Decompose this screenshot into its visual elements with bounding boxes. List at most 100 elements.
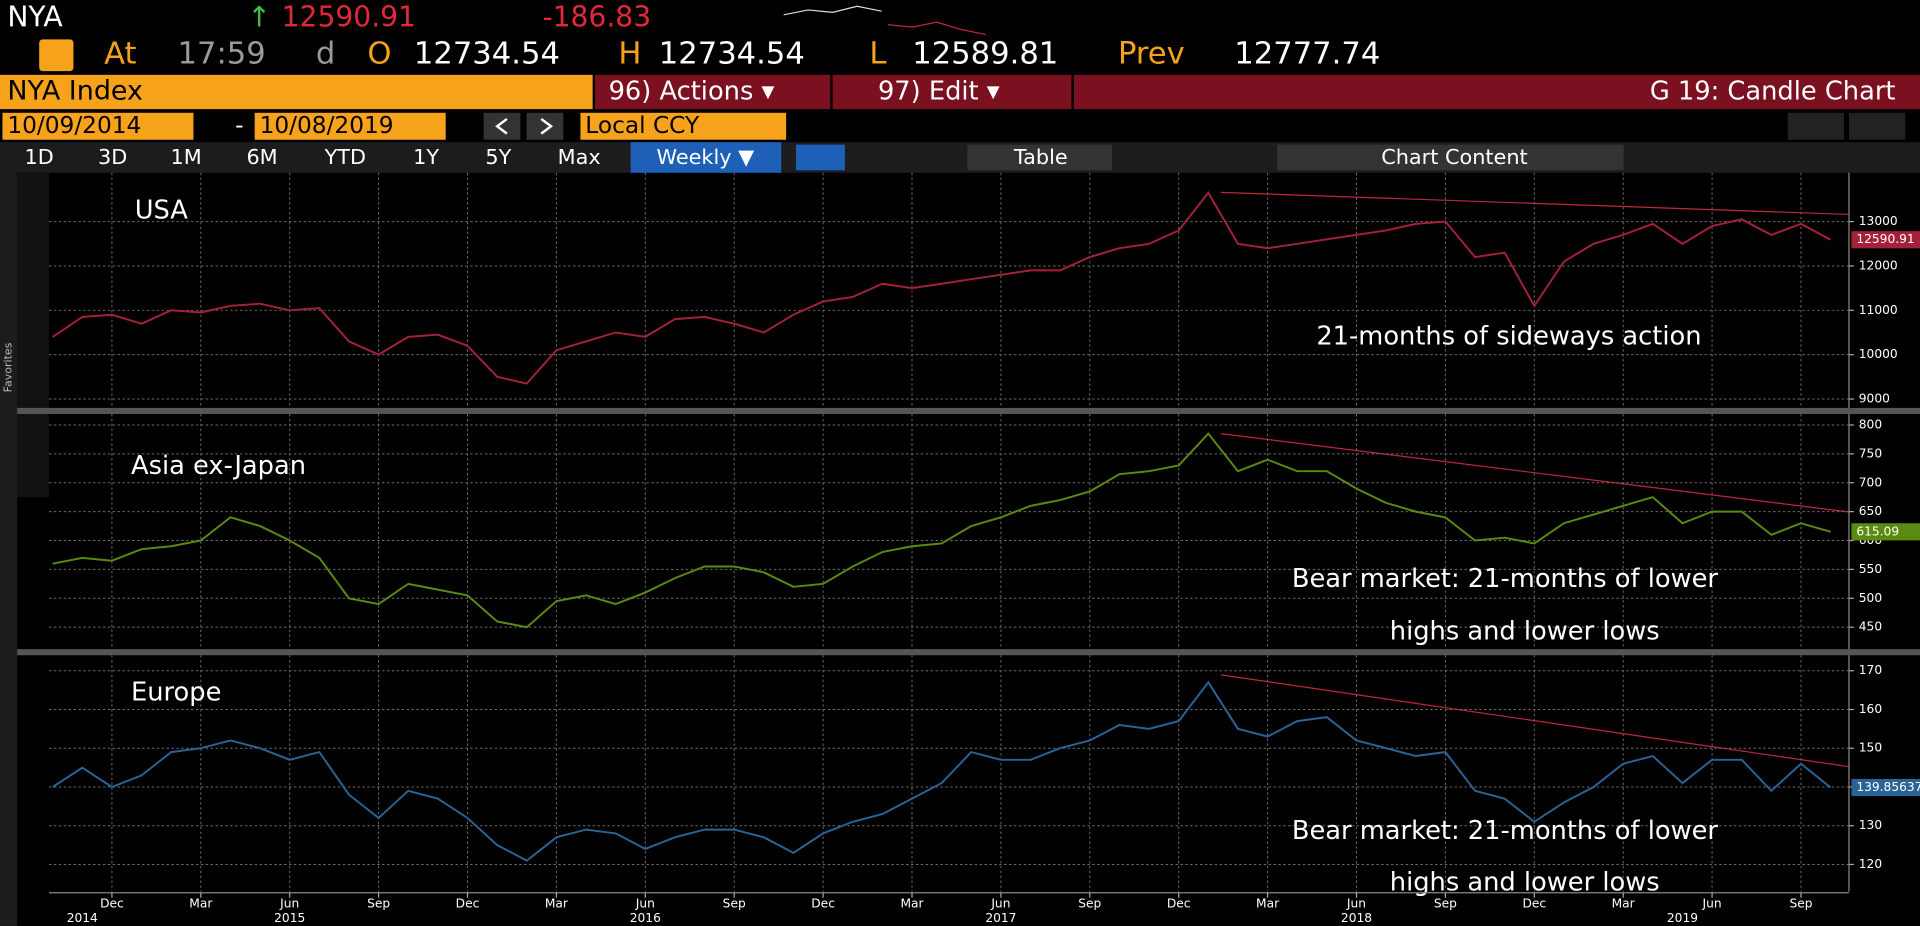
sparkline xyxy=(783,5,882,16)
start-date-field[interactable] xyxy=(2,112,194,140)
next-button[interactable] xyxy=(526,112,564,140)
panel-title: Europe xyxy=(131,678,221,708)
quote-item: 12734.54 xyxy=(414,37,560,72)
start-date[interactable]: 10/09/2014 xyxy=(7,112,141,139)
y-tick-label: 12000 xyxy=(1859,258,1898,272)
last-price: 12590.91 xyxy=(282,1,416,34)
x-tick-label: Jun xyxy=(1702,896,1722,910)
period-button[interactable]: 6M xyxy=(246,145,277,169)
x-tick-label: Jun xyxy=(279,896,299,910)
security[interactable]: NYA Index xyxy=(7,75,143,106)
edit[interactable]: 97) Edit ▾ xyxy=(878,76,1000,106)
favorites[interactable]: Favorites xyxy=(2,342,15,392)
arrows xyxy=(495,117,554,135)
table[interactable]: Table xyxy=(1013,145,1068,169)
quote-item: O xyxy=(367,37,391,72)
line-chart-button[interactable] xyxy=(795,144,845,171)
actions-menu[interactable] xyxy=(595,74,831,110)
chart-name-bar xyxy=(1073,74,1920,110)
line-series xyxy=(52,432,1831,629)
annotation: highs and lower lows xyxy=(1390,616,1660,646)
y-tick-label: 150 xyxy=(1859,741,1882,755)
x-tick-label: Mar xyxy=(1256,896,1280,910)
y-tick-label: 11000 xyxy=(1859,303,1898,317)
y-tick-label: 10000 xyxy=(1859,347,1898,361)
period-button[interactable]: 1M xyxy=(171,145,202,169)
edit-menu[interactable] xyxy=(832,74,1072,110)
table-button[interactable] xyxy=(967,144,1112,171)
y-tick-label: 130 xyxy=(1859,818,1882,832)
ticker: NYA xyxy=(7,1,63,34)
x-tick-label: Dec xyxy=(811,896,835,910)
line-series xyxy=(52,680,1832,862)
net-change: -186.83 xyxy=(542,1,651,34)
prev-button[interactable] xyxy=(483,112,521,140)
chart-content[interactable]: Chart Content xyxy=(1381,145,1527,169)
period-button[interactable]: 1D xyxy=(25,145,54,169)
x-tick-label: Mar xyxy=(1612,896,1636,910)
x-tick-label: Sep xyxy=(1078,896,1101,910)
y-tick-label: 750 xyxy=(1859,446,1882,460)
end-date-field[interactable] xyxy=(254,112,446,140)
x-tick-label: Sep xyxy=(367,896,390,910)
period-button[interactable]: 1Y xyxy=(413,145,439,169)
x-tick-label: Dec xyxy=(1522,896,1546,910)
x-tick-label: Dec xyxy=(1167,896,1191,910)
quote-item: H xyxy=(618,37,641,72)
frequency[interactable]: Weekly ▼ xyxy=(656,145,754,169)
trend-line xyxy=(1220,191,1850,216)
currency-field[interactable] xyxy=(580,112,787,140)
end-date[interactable]: 10/08/2019 xyxy=(260,112,394,139)
chart-content-button[interactable] xyxy=(1277,144,1624,171)
x-tick-label: Mar xyxy=(189,896,213,910)
annotation: Bear market: 21-months of lower xyxy=(1292,564,1719,594)
x-tick-label: Sep xyxy=(723,896,746,910)
y-tick-label: 450 xyxy=(1859,620,1882,634)
quote-item: 12589.81 xyxy=(912,37,1058,72)
last-value-label: 139.85637 xyxy=(1856,780,1920,794)
period-buttons: 1D 3D 1M 6M YTD 1Y 5Y Max xyxy=(25,145,601,169)
date-dash: - xyxy=(235,112,243,139)
x-tick-label: Sep xyxy=(1789,896,1812,910)
x-year-label: 2017 xyxy=(985,911,1016,925)
y-tick-label: 160 xyxy=(1859,702,1882,716)
x-tick-label: Dec xyxy=(456,896,480,910)
x-year-label: 2015 xyxy=(274,911,305,925)
currency[interactable]: Local CCY xyxy=(585,112,700,139)
y-tick-label: 13000 xyxy=(1859,214,1898,228)
period-button[interactable]: 5Y xyxy=(485,145,511,169)
favorites-sidebar[interactable] xyxy=(0,172,18,926)
y-tick-label: 170 xyxy=(1859,663,1882,677)
last-value-box xyxy=(1851,778,1920,797)
tool-palette[interactable] xyxy=(17,172,49,498)
security-field[interactable] xyxy=(0,74,593,110)
frequency-button[interactable] xyxy=(630,142,782,173)
panel-title: USA xyxy=(135,195,189,225)
y-tick-label: 800 xyxy=(1859,417,1882,431)
period-button[interactable]: YTD xyxy=(324,145,366,169)
export-icon[interactable] xyxy=(1875,41,1903,69)
x-tick-label: Jun xyxy=(635,896,655,910)
panel-separator xyxy=(17,649,1920,656)
chart-name: G 19: Candle Chart xyxy=(1650,76,1896,106)
annotation: Bear market: 21-months of lower xyxy=(1292,816,1719,846)
speed-icon[interactable] xyxy=(39,39,74,72)
panel-title: Asia ex-Japan xyxy=(131,451,306,481)
actions[interactable]: 96) Actions ▾ xyxy=(609,76,775,106)
last-value-box xyxy=(1851,231,1920,249)
sparkline xyxy=(887,21,986,36)
quote-item: d xyxy=(316,37,335,72)
period-button[interactable]: Max xyxy=(558,145,601,169)
quote-item: 12777.74 xyxy=(1234,37,1380,72)
annotation: 21-months of sideways action xyxy=(1316,321,1701,351)
y-tick-label: 550 xyxy=(1859,562,1882,576)
x-tick-label: Jun xyxy=(1346,896,1366,910)
period-button[interactable]: 3D xyxy=(98,145,127,169)
x-tick-label: Dec xyxy=(100,896,124,910)
redo-button[interactable] xyxy=(1848,112,1906,140)
undo-button[interactable] xyxy=(1787,112,1845,140)
x-year-label: 2014 xyxy=(67,911,98,925)
x-tick-label: Jun xyxy=(990,896,1010,910)
last-value-box xyxy=(1851,523,1920,541)
